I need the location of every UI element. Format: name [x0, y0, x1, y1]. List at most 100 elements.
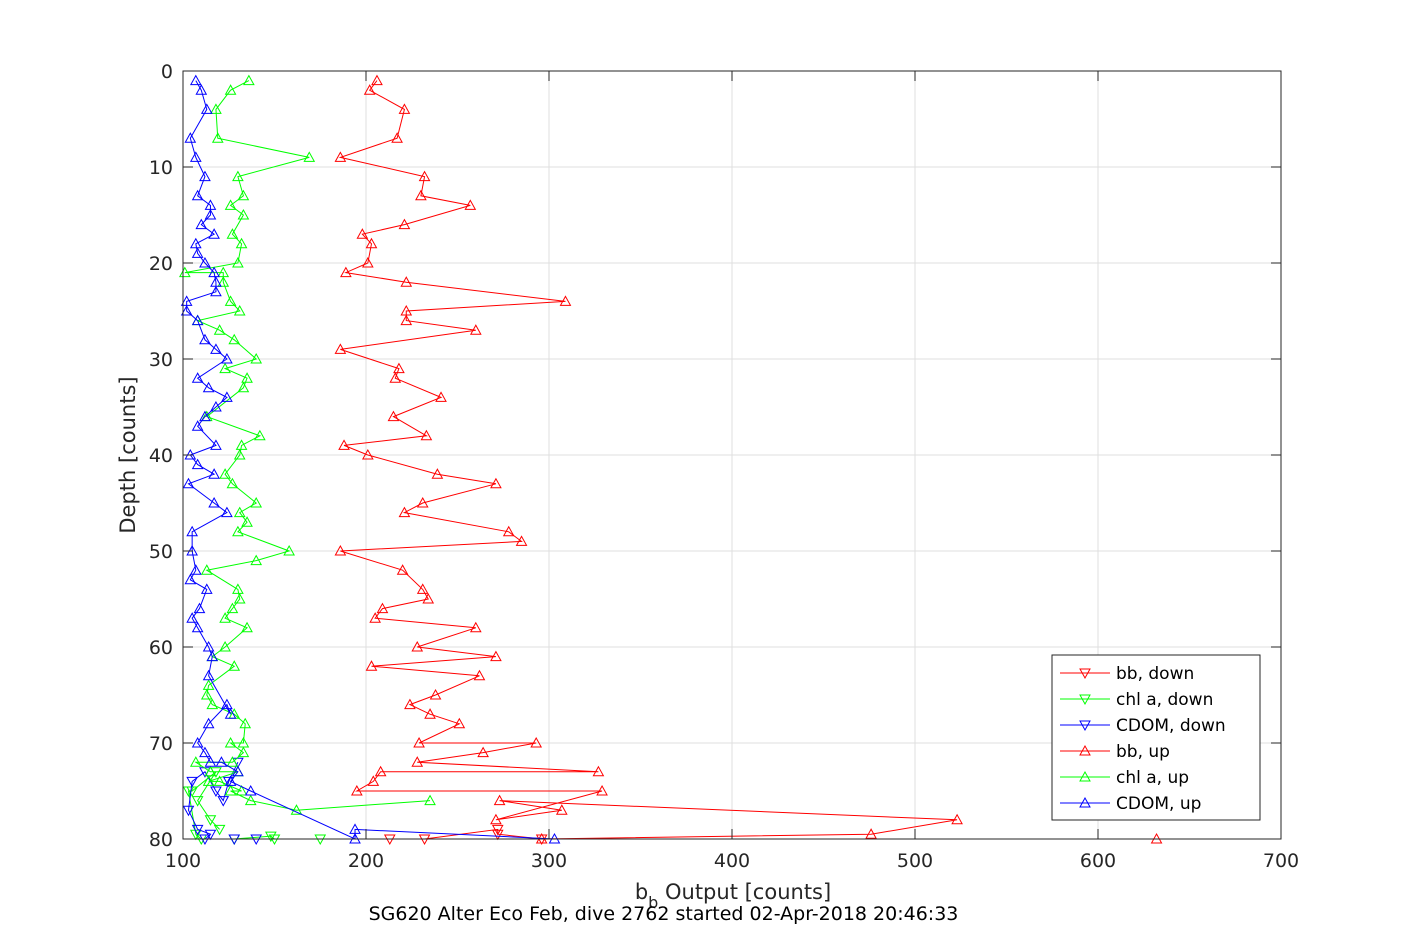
data-point-cdom-up [191, 372, 204, 383]
data-point-bb-up [387, 410, 400, 422]
data-point-chl-a-up [303, 151, 316, 162]
data-point-bb-up [413, 736, 425, 748]
data-point-bb-up [415, 189, 427, 201]
data-point-cdom-up [193, 602, 206, 614]
data-point-bb-up [596, 784, 608, 796]
data-point-chl-a-up [224, 736, 237, 748]
data-point-cdom-up [199, 333, 211, 345]
data-point-chl-a-up [233, 592, 246, 604]
data-point-chl-a-up [226, 602, 239, 614]
x-tick-label: 600 [1080, 850, 1116, 872]
legend-label: chl a, down [1116, 690, 1213, 710]
data-point-cdom-up [221, 391, 233, 402]
legend-entry-bb-up: bb, up [1060, 742, 1170, 762]
data-point-cdom-up [210, 276, 222, 287]
data-point-bb-up [502, 525, 515, 537]
data-point-chl-a-up [237, 189, 250, 201]
data-point-bb-up [365, 660, 378, 671]
data-point-cdom-up [208, 266, 220, 278]
data-point-cdom-up [195, 84, 208, 95]
y-tick-label: 50 [149, 541, 173, 563]
data-point-chl-a-up [250, 554, 263, 566]
series-line-bb-up [338, 80, 1157, 840]
legend-swatch-marker [1079, 694, 1091, 706]
data-point-bb-up [391, 132, 403, 143]
y-tick-label: 10 [149, 157, 173, 179]
legend-entry-chl-a-down: chl a, down [1060, 690, 1213, 710]
data-point-bb-up [530, 736, 543, 748]
data-point-chl-a-up [189, 756, 202, 767]
data-point-cdom-up [210, 439, 222, 450]
data-point-cdom-down [204, 829, 217, 841]
legend-label: chl a, up [1116, 768, 1189, 788]
data-point-chl-a-up [226, 228, 239, 239]
data-point-bb-up [865, 828, 877, 839]
data-point-cdom-up [182, 477, 195, 489]
data-point-chl-a-down [264, 831, 277, 843]
data-point-chl-a-up [239, 717, 252, 729]
data-point-chl-a-up [290, 804, 303, 815]
data-point-cdom-down [186, 776, 198, 788]
series-line-chl-a-down [187, 771, 321, 840]
data-point-cdom-up [202, 640, 215, 652]
data-point-chl-a-up [243, 74, 255, 86]
data-point-cdom-up [208, 228, 220, 239]
legend-entry-chl-a-up: chl a, up [1060, 768, 1189, 788]
data-point-bb-up [420, 429, 433, 441]
data-point-chl-a-up [237, 736, 250, 748]
legend-swatch-marker [1079, 720, 1091, 732]
x-tick-label: 200 [348, 850, 384, 872]
data-point-bb-up [473, 669, 486, 681]
data-point-bb-up [490, 477, 502, 489]
figure-caption: SG620 Alter Eco Feb, dive 2762 started 0… [368, 903, 959, 925]
y-tick-label: 80 [149, 829, 173, 851]
y-tick-label: 30 [149, 349, 173, 371]
data-point-bb-up [416, 496, 429, 508]
data-point-bb-up [559, 295, 572, 306]
data-point-bb-up [464, 199, 477, 210]
data-point-bb-up [393, 362, 405, 374]
data-point-bb-up [361, 256, 374, 268]
series-line-chl-a-up [184, 80, 431, 811]
data-point-bb-up [356, 228, 369, 239]
data-point-bb-up [411, 640, 424, 652]
data-point-chl-a-up [237, 746, 250, 758]
data-point-chl-a-up [250, 352, 263, 364]
legend-entry-cdom-down: CDOM, down [1060, 716, 1226, 736]
data-point-chl-a-up [202, 679, 215, 690]
data-point-cdom-up [202, 669, 215, 681]
x-axis-title-rest: Output [counts] [658, 880, 831, 904]
data-point-bb-up [361, 448, 374, 460]
data-point-cdom-up [200, 583, 213, 594]
data-point-cdom-up [180, 295, 193, 306]
data-point-bb-up [404, 698, 416, 710]
data-point-cdom-up [215, 756, 228, 767]
data-point-bb-up [389, 372, 402, 383]
data-point-cdom-up [191, 736, 204, 748]
data-point-cdom-up [221, 698, 233, 710]
data-point-chl-a-up [202, 775, 215, 786]
y-tick-label: 20 [149, 253, 173, 275]
data-point-cdom-up [221, 506, 233, 518]
data-point-chl-a-up [232, 583, 244, 594]
data-point-cdom-up [199, 746, 211, 758]
data-point-chl-a-up [233, 506, 246, 518]
data-point-chl-a-up [228, 660, 241, 671]
data-point-bb-up [398, 218, 411, 230]
data-point-bb-up [469, 324, 482, 335]
data-point-bb-up [363, 84, 376, 95]
legend-label: bb, down [1116, 664, 1194, 684]
x-axis-title-main: b [635, 880, 648, 904]
data-point-bb-up [338, 439, 350, 450]
data-point-cdom-up [195, 218, 208, 230]
x-tick-label: 400 [714, 850, 750, 872]
data-point-cdom-up [199, 256, 211, 268]
data-point-chl-a-up [219, 612, 231, 623]
data-point-bb-up [416, 583, 429, 594]
y-tick-label: 40 [149, 445, 173, 467]
data-point-chl-a-up [206, 698, 219, 710]
data-point-chl-a-up [254, 429, 266, 441]
data-point-cdom-up [202, 381, 215, 393]
data-point-chl-a-up [224, 199, 237, 210]
legend-label: bb, up [1116, 742, 1170, 762]
